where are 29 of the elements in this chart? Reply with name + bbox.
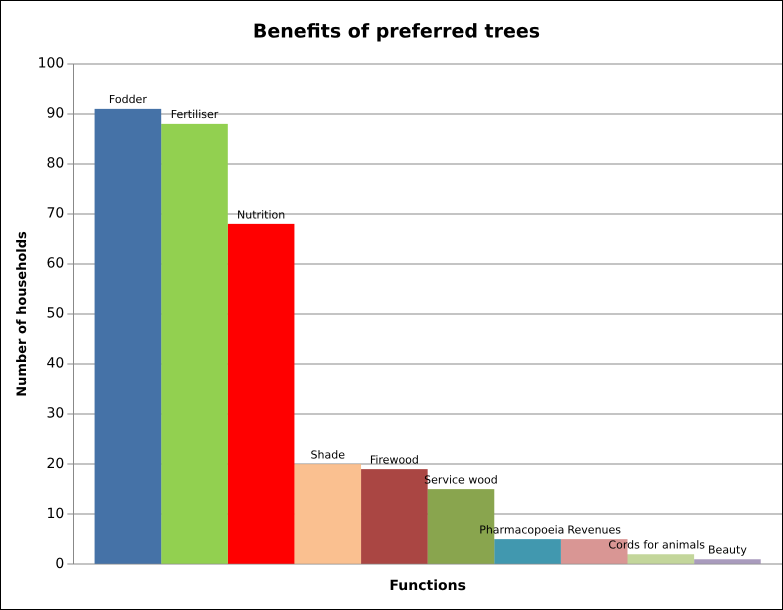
series-label: Revenues [567,524,622,537]
y-tick-label: 50 [46,306,64,322]
series-label: Nutrition [237,208,286,222]
y-tick-label: 30 [46,406,64,422]
y-tick-label: 70 [46,206,64,222]
series-label: Fertiliser [170,108,219,122]
bar [628,554,694,564]
series-label: Shade [310,448,346,462]
y-tick-label: 10 [46,506,64,522]
bar [494,539,561,564]
bar [94,108,162,564]
y-tick-label: 90 [46,105,64,122]
y-axis-title: Number of households [15,230,30,397]
bar [694,559,761,564]
y-tick-label: 20 [46,456,64,472]
series-label: Cords for animals [608,538,706,552]
series-label: Fodder [108,93,148,106]
bar [228,224,294,564]
y-tick-label: 40 [46,356,64,372]
x-axis-title: Functions [389,578,466,594]
y-tick-label: 100 [38,55,64,72]
series-label: Firewood [370,453,419,466]
y-tick-label: 60 [46,256,64,272]
y-tick-label: 0 [55,556,64,572]
bar [161,124,228,564]
bar [294,464,362,564]
series-label: Beauty [708,544,748,557]
y-tick-label: 80 [46,156,64,172]
chart-title: Benefits of preferred trees [252,20,540,42]
